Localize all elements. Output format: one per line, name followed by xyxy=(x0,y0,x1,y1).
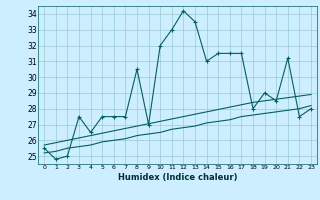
X-axis label: Humidex (Indice chaleur): Humidex (Indice chaleur) xyxy=(118,173,237,182)
